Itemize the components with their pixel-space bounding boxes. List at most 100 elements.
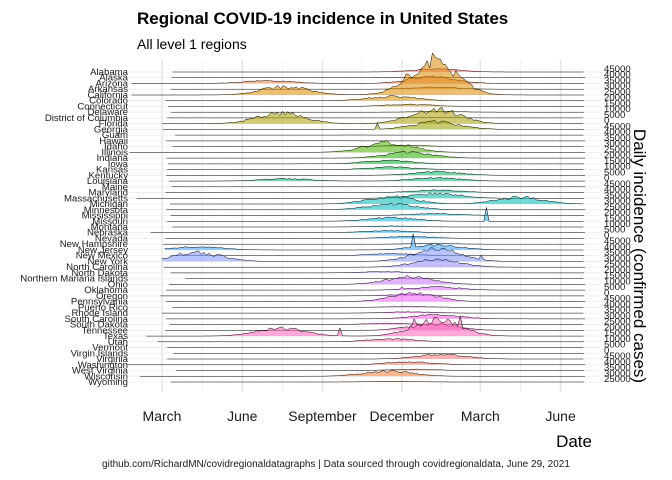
ridge-area-colorado	[165, 95, 585, 101]
ridge-line-florida	[162, 107, 584, 124]
right-tick-label: 25000	[604, 374, 631, 385]
ridge-area-kansas	[167, 166, 584, 170]
ridge-line-louisiana	[169, 177, 585, 182]
y-tick-label: Texas	[103, 331, 128, 342]
ridge-line-connecticut	[168, 103, 585, 107]
right-tick-label: 15000	[604, 98, 631, 109]
ridge-line-minnesota	[166, 202, 585, 211]
ridge-line-delaware	[170, 111, 585, 113]
right-tick-label: 45000	[604, 179, 631, 190]
right-tick-label: 40000	[604, 127, 631, 138]
right-tick-label: 20000	[604, 208, 631, 219]
y-tick-label: Idaho	[104, 142, 128, 153]
ridge-line-new-mexico	[170, 253, 585, 256]
ridge-line-washington	[127, 361, 585, 366]
right-tick-label: 0	[604, 230, 609, 241]
ridge-line-kentucky	[166, 170, 585, 176]
right-tick-label: 45000	[604, 236, 631, 247]
y-tick-label: Kansas	[96, 165, 128, 176]
ridge-line-virginia	[167, 353, 584, 360]
right-tick-label: 35000	[604, 190, 631, 201]
ridge-line-wisconsin	[140, 370, 585, 377]
right-tick-label: 20000	[604, 322, 631, 333]
y-tick-label: New Jersey	[78, 245, 128, 256]
x-tick-labels: March June September December March June	[143, 408, 576, 424]
x-tick-label: September	[288, 408, 357, 424]
y-tick-label: Alabama	[90, 67, 129, 78]
y-tick-label: North Dakota	[71, 268, 128, 279]
ridge-line-iowa	[168, 159, 585, 165]
right-tick-label: 45000	[604, 294, 631, 305]
x-tick-label: December	[370, 408, 435, 424]
right-tick-label: 5000	[604, 167, 625, 178]
right-tick-label: 10000	[604, 334, 631, 345]
right-tick-label: 30000	[604, 311, 631, 322]
y-tick-label: Ohio	[108, 279, 128, 290]
right-tick-label: 25000	[604, 144, 631, 155]
ridge-area-minnesota	[166, 203, 585, 210]
y-tick-label: Illinois	[101, 147, 128, 158]
ridge-area-north-dakota	[170, 271, 585, 273]
right-tick-label: 25000	[604, 202, 631, 213]
ridge-line-tennessee	[165, 318, 585, 331]
ridge-line-maryland	[165, 189, 585, 193]
x-tick-label: June	[545, 408, 576, 424]
y-tick-label: Maryland	[89, 188, 128, 199]
y-tick-label: South Dakota	[70, 320, 129, 331]
right-tick-label: 30000	[604, 253, 631, 264]
ridge-line-montana	[172, 225, 584, 228]
right-tick-label: 30000	[604, 196, 631, 207]
y-tick-label: Minnesota	[84, 205, 129, 216]
ridge-area-south-carolina	[166, 314, 585, 319]
y-tick-label: Rhode Island	[71, 308, 128, 319]
ridge-line-arizona	[131, 75, 585, 84]
y-tick-label: Montana	[91, 222, 129, 233]
y-tick-label: South Carolina	[65, 314, 129, 325]
y-tick-label: Guam	[102, 130, 128, 141]
ridge-line-north-dakota	[170, 271, 585, 274]
y-tick-label: Colorado	[89, 96, 128, 107]
ridge-line-west-virginia	[176, 368, 585, 371]
chart-subtitle: All level 1 regions	[137, 36, 247, 52]
ridge-line-mississippi	[170, 212, 585, 216]
ridge-line-georgia	[162, 120, 585, 130]
right-tick-label: 25000	[604, 317, 631, 328]
ridge-area-florida	[162, 107, 584, 124]
y-tick-label: Arizona	[95, 78, 128, 89]
ridge-area-kentucky	[166, 171, 585, 176]
right-tick-label: 45000	[604, 64, 631, 75]
right-tick-label: 15000	[604, 213, 631, 224]
ridge-line-texas	[146, 315, 584, 337]
y-tick-label: Nebraska	[87, 228, 129, 239]
right-tick-label: 0	[604, 116, 609, 127]
right-tick-label: 25000	[604, 259, 631, 270]
right-tick-label: 40000	[604, 299, 631, 310]
y-tick-label: Puerto Rico	[78, 302, 128, 313]
y-tick-label: Utah	[108, 337, 128, 348]
ridge-line-south-dakota	[169, 322, 584, 325]
ridge-line-utah	[157, 338, 585, 343]
y-tick-label: Wisconsin	[84, 371, 128, 382]
y-tick-label: Iowa	[108, 159, 129, 170]
right-tick-label: 35000	[604, 305, 631, 316]
y-tick-label: California	[87, 90, 128, 101]
y-tick-label: Michigan	[90, 199, 128, 210]
ridge-line-wyoming	[170, 381, 585, 383]
ridges	[127, 52, 586, 383]
ridge-line-michigan	[169, 195, 584, 205]
ridge-area-arizona	[131, 75, 585, 84]
right-tick-label: 25000	[604, 87, 631, 98]
y-tick-label: Florida	[99, 119, 129, 130]
y-tick-label: Missouri	[92, 216, 128, 227]
right-tick-label: 0	[604, 288, 609, 299]
y-tick-label: Wyoming	[88, 377, 128, 388]
y-tick-label: Virgin Islands	[71, 348, 129, 359]
right-tick-label: 5000	[604, 225, 625, 236]
ridge-line-indiana	[166, 151, 585, 159]
chart-caption: github.com/RichardMN/covidregionaldatagr…	[102, 459, 570, 470]
ridge-line-rhode-island	[162, 311, 584, 314]
ridge-line-nebraska	[150, 230, 585, 233]
ridge-line-oregon	[160, 294, 585, 297]
right-tick-label: 20000	[604, 93, 631, 104]
